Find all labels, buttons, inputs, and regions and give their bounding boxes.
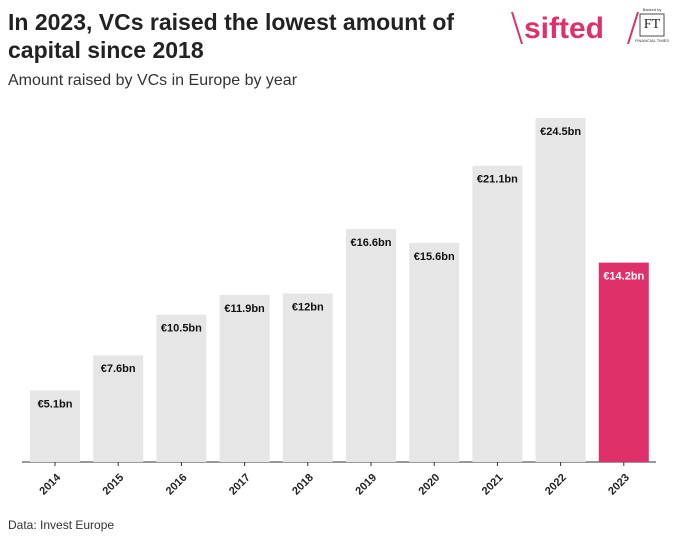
x-tick-label: 2019 — [353, 472, 379, 498]
chart-subtitle: Amount raised by VCs in Europe by year — [8, 72, 298, 89]
data-label: €10.5bn — [161, 322, 202, 334]
bar — [409, 242, 460, 462]
data-label: €5.1bn — [38, 398, 73, 410]
bar — [156, 314, 207, 462]
x-tick-label: 2022 — [543, 472, 569, 498]
bar — [346, 228, 396, 462]
data-label: €7.6bn — [101, 363, 136, 375]
logo-brand: sifted — [524, 12, 604, 45]
data-label: €16.6bn — [351, 237, 392, 249]
source-note: Data: Invest Europe — [8, 518, 115, 532]
x-tick-label: 2016 — [164, 472, 190, 498]
x-tick-label: 2017 — [227, 472, 253, 498]
bar — [598, 262, 649, 462]
data-label: €21.1bn — [477, 174, 518, 186]
data-label: €15.6bn — [414, 251, 455, 263]
x-tick-label: 2018 — [290, 472, 316, 498]
bar — [30, 390, 80, 462]
bar — [282, 293, 333, 462]
bar — [93, 355, 144, 462]
logo-ft-name: FINANCIAL TIMES — [635, 38, 669, 43]
data-label: €24.5bn — [540, 126, 581, 138]
x-tick-label: 2021 — [480, 472, 506, 498]
chart-title: In 2023, VCs raised the lowest amount of… — [8, 9, 455, 63]
logo-ft: FT — [644, 17, 661, 32]
data-label: €12bn — [292, 301, 324, 313]
bar — [472, 165, 523, 463]
logo-slash — [627, 11, 639, 45]
bar — [535, 118, 586, 463]
x-tick-label: 2015 — [101, 472, 127, 498]
logo-ft-box — [639, 13, 665, 37]
x-tick-label: 2023 — [606, 472, 632, 498]
x-tick-label: 2020 — [417, 472, 443, 498]
logo-slash — [511, 11, 523, 45]
data-label: €11.9bn — [224, 303, 265, 315]
bar — [219, 294, 270, 462]
x-tick-label: 2014 — [37, 471, 63, 497]
logo-backed-by: Backed by — [643, 7, 662, 12]
data-label: €14.2bn — [603, 271, 644, 283]
